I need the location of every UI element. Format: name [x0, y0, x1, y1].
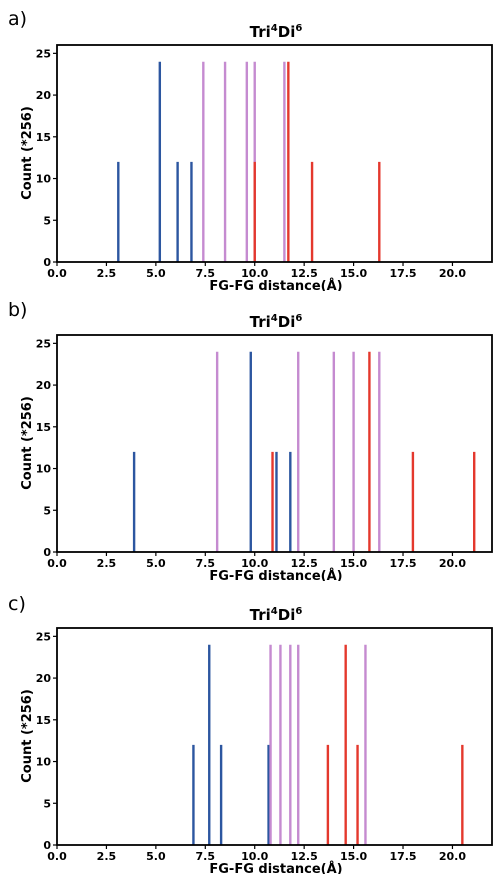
- x-tick-label: 5.0: [146, 267, 166, 280]
- x-tick-label: 2.5: [97, 267, 117, 280]
- chart-panel-a: a) Tri4Di6 0.0 2.5 5.0 7.5 10.0 12.5 15.0 17.5 2…: [0, 0, 494, 291]
- y-tick-label: 5: [43, 797, 51, 810]
- x-tick-label: 12.5: [291, 267, 318, 280]
- y-tick-label: 15: [36, 421, 51, 434]
- panel-label: a): [8, 8, 27, 30]
- y-tick-label: 20: [36, 672, 52, 685]
- plot-area: 0.0 2.5 5.0 7.5 10.0 12.5 15.0 17.5 20.0 0 5 10 15 20…: [36, 627, 493, 863]
- x-tick-label: 20.0: [439, 557, 466, 570]
- x-axis-label: FG-FG distance(Å): [209, 861, 342, 874]
- plot-frame: [56, 627, 493, 846]
- y-tick-label: 20: [36, 379, 52, 392]
- x-tick-label: 2.5: [97, 850, 117, 863]
- x-tick-label: 12.5: [291, 557, 318, 570]
- y-tick-label: 25: [36, 337, 51, 350]
- x-tick-label: 2.5: [97, 557, 117, 570]
- y-tick-label: 25: [36, 630, 51, 643]
- x-tick-label: 12.5: [291, 850, 318, 863]
- x-tick-label: 7.5: [196, 557, 216, 570]
- y-tick-label: 0: [43, 839, 51, 852]
- y-tick-label: 10: [36, 463, 52, 476]
- y-tick-label: 15: [36, 714, 51, 727]
- x-tick-label: 20.0: [439, 850, 466, 863]
- plot-area: 0.0 2.5 5.0 7.5 10.0 12.5 15.0 17.5 20.0 0 5 10 15 20…: [36, 334, 493, 570]
- x-axis-label: FG-FG distance(Å): [209, 278, 342, 291]
- y-tick-label: 5: [43, 214, 51, 227]
- x-tick-label: 5.0: [146, 850, 166, 863]
- y-tick-label: 15: [36, 131, 51, 144]
- y-tick-label: 20: [36, 89, 52, 102]
- x-tick-label: 15.0: [340, 850, 367, 863]
- chart-title: Tri4Di6: [250, 23, 303, 41]
- x-tick-label: 7.5: [196, 267, 216, 280]
- chart-svg-b: b) Tri4Di6 0.0 2.5 5.0 7.5 10.0 12.5 15.0 17.5 2…: [8, 299, 493, 581]
- chart-svg-c: c) Tri4Di6 0.0 2.5 5.0 7.5 10.0 12.5 15.0 17.5 2…: [8, 593, 493, 874]
- x-tick-label: 17.5: [389, 557, 416, 570]
- chart-panel-b: b) Tri4Di6 0.0 2.5 5.0 7.5 10.0 12.5 15.0 17.5 2…: [0, 290, 494, 581]
- chart-panel-c: c) Tri4Di6 0.0 2.5 5.0 7.5 10.0 12.5 15.0 17.5 2…: [0, 583, 494, 874]
- x-tick-label: 7.5: [196, 850, 216, 863]
- x-tick-label: 5.0: [146, 557, 166, 570]
- x-tick-label: 10.0: [241, 850, 268, 863]
- chart-title: Tri4Di6: [250, 313, 303, 331]
- y-axis-label: Count (*256): [20, 689, 35, 783]
- chart-svg-a: a) Tri4Di6 0.0 2.5 5.0 7.5 10.0 12.5 15.0 17.5 2…: [8, 8, 493, 291]
- plot-area: 0.0 2.5 5.0 7.5 10.0 12.5 15.0 17.5 20.0 0 5 10 15 20…: [36, 44, 493, 280]
- y-axis-label: Count (*256): [20, 396, 35, 490]
- x-tick-label: 15.0: [340, 267, 367, 280]
- panel-label: c): [8, 593, 26, 615]
- panel-label: b): [8, 299, 27, 321]
- x-tick-label: 20.0: [439, 267, 466, 280]
- y-tick-label: 0: [43, 546, 51, 559]
- chart-title: Tri4Di6: [250, 606, 303, 624]
- y-tick-label: 0: [43, 256, 51, 269]
- x-tick-label: 10.0: [241, 267, 268, 280]
- y-tick-label: 10: [36, 173, 52, 186]
- x-axis-label: FG-FG distance(Å): [209, 568, 342, 581]
- x-tick-label: 15.0: [340, 557, 367, 570]
- y-tick-label: 25: [36, 47, 51, 60]
- y-axis-label: Count (*256): [20, 106, 35, 200]
- x-tick-label: 0.0: [47, 267, 67, 280]
- x-tick-label: 17.5: [389, 850, 416, 863]
- x-tick-label: 17.5: [389, 267, 416, 280]
- x-tick-label: 10.0: [241, 557, 268, 570]
- x-tick-label: 0.0: [47, 557, 67, 570]
- x-tick-label: 0.0: [47, 850, 67, 863]
- plot-frame: [56, 44, 493, 263]
- y-tick-label: 10: [36, 756, 52, 769]
- y-tick-label: 5: [43, 504, 51, 517]
- plot-frame: [56, 334, 493, 553]
